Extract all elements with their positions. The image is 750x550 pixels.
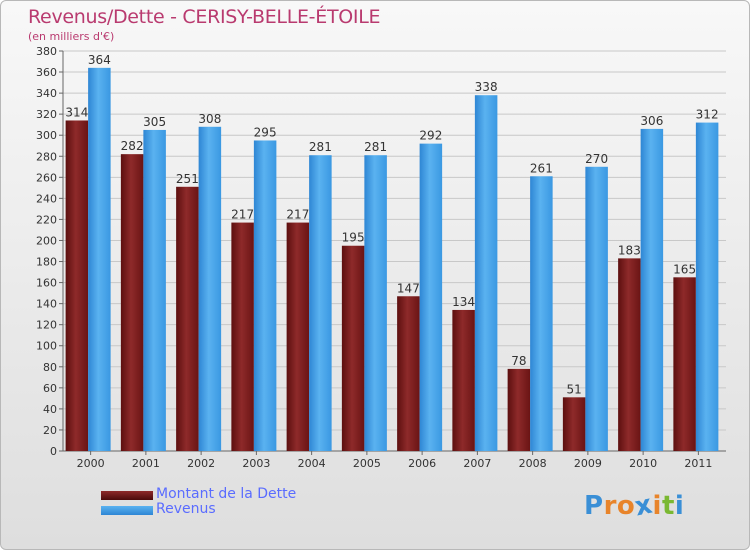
- bar-dette: [507, 368, 531, 451]
- x-tick-label: 2001: [132, 457, 160, 470]
- chart-subtitle: (en milliers d'€): [28, 30, 115, 43]
- data-label-dette: 195: [342, 231, 365, 245]
- y-tick-label: 60: [43, 382, 57, 395]
- x-tick-label: 2011: [684, 457, 712, 470]
- bar-revenus: [530, 176, 553, 451]
- y-tick-label: 160: [36, 277, 57, 290]
- y-tick-label: 240: [36, 192, 57, 205]
- data-label-dette: 51: [566, 382, 581, 396]
- data-label-dette: 217: [286, 208, 309, 222]
- logo-letter: t: [661, 491, 675, 521]
- x-tick-label: 2008: [519, 457, 547, 470]
- y-tick-label: 300: [36, 129, 57, 142]
- y-tick-label: 120: [36, 319, 57, 332]
- data-label-revenus: 364: [88, 53, 111, 67]
- x-tick-label: 2002: [187, 457, 215, 470]
- y-tick-label: 260: [36, 171, 57, 184]
- bar-dette: [618, 258, 641, 451]
- bar-dette: [286, 222, 310, 451]
- bar-revenus: [695, 122, 719, 451]
- data-label-dette: 134: [452, 295, 475, 309]
- logo-letter: P: [584, 491, 604, 521]
- y-tick-label: 280: [36, 150, 57, 163]
- axes: 0 20 40 60 80 100 120 140 160 180 200 220 240 260 280 3…: [36, 45, 726, 470]
- bar-revenus: [364, 155, 387, 452]
- data-label-revenus: 295: [254, 125, 277, 139]
- y-tick-label: 180: [36, 256, 57, 269]
- y-tick-label: 360: [36, 66, 57, 79]
- data-label-dette: 165: [673, 262, 696, 276]
- data-label-revenus: 261: [530, 161, 553, 175]
- y-tick-label: 20: [43, 424, 57, 437]
- y-tick-label: 320: [36, 108, 57, 121]
- bar-revenus: [585, 166, 608, 451]
- y-tick-label: 340: [36, 87, 57, 100]
- data-label-revenus: 292: [419, 129, 442, 143]
- data-label-dette: 183: [618, 243, 641, 257]
- bar-dette: [562, 397, 586, 451]
- bar-dette: [65, 120, 89, 451]
- data-label-revenus: 281: [364, 140, 387, 154]
- x-tick-label: 2007: [463, 457, 491, 470]
- proxiti-logo: Proxiti: [584, 490, 685, 523]
- bar-revenus: [419, 143, 443, 451]
- x-tick-label: 2004: [298, 457, 326, 470]
- y-tick-label: 0: [50, 445, 57, 458]
- bar-revenus: [309, 155, 332, 452]
- bar-dette: [176, 186, 199, 451]
- grid-lines: [63, 50, 726, 431]
- y-tick-label: 80: [43, 361, 57, 374]
- bar-revenus: [88, 67, 111, 451]
- data-label-dette: 282: [121, 139, 144, 153]
- bar-revenus: [474, 95, 498, 452]
- y-tick-label: 100: [36, 340, 57, 353]
- legend-label-dette: Montant de la Dette: [156, 486, 297, 502]
- bar-dette: [120, 154, 144, 451]
- data-label-revenus: 312: [696, 108, 719, 122]
- legend-label-revenus: Revenus: [156, 501, 216, 517]
- logo-letter: r: [603, 491, 617, 521]
- data-labels: 314 364 282 305 251 308 217 295 217 281 195 281 147 2…: [65, 53, 718, 396]
- x-tick-label: 2000: [77, 457, 105, 470]
- bar-dette: [231, 222, 254, 451]
- data-label-revenus: 308: [198, 112, 221, 126]
- bar-revenus: [198, 126, 222, 451]
- data-label-revenus: 281: [309, 140, 332, 154]
- y-tick-label: 380: [36, 45, 57, 58]
- data-label-dette: 217: [231, 208, 254, 222]
- logo-letter: i: [674, 491, 685, 521]
- bar-revenus: [253, 140, 277, 451]
- data-label-revenus: 305: [143, 115, 166, 129]
- x-tick-label: 2003: [242, 457, 270, 470]
- bar-dette: [673, 277, 696, 451]
- legend-swatch-dette: [101, 491, 153, 500]
- x-tick-label: 2006: [408, 457, 436, 470]
- bars: [65, 67, 719, 452]
- data-label-dette: 251: [176, 172, 199, 186]
- y-tick-label: 220: [36, 213, 57, 226]
- chart-title: Revenus/Dette - CERISY-BELLE-ÉTOILE: [28, 6, 381, 28]
- data-label-dette: 78: [511, 354, 526, 368]
- logo-letter: o: [616, 491, 636, 521]
- data-label-revenus: 338: [475, 80, 498, 94]
- bar-revenus: [143, 129, 166, 451]
- data-label-dette: 314: [65, 105, 88, 119]
- bar-revenus: [640, 128, 664, 451]
- data-label-revenus: 306: [640, 114, 663, 128]
- bar-dette: [341, 245, 365, 451]
- y-tick-label: 200: [36, 234, 57, 247]
- data-label-dette: 147: [397, 281, 420, 295]
- logo-letter: i: [652, 491, 662, 521]
- x-tick-label: 2005: [353, 457, 381, 470]
- bar-dette: [452, 309, 475, 451]
- y-tick-label: 140: [36, 298, 57, 311]
- x-tick-label: 2010: [629, 457, 657, 470]
- x-tick-label: 2009: [574, 457, 602, 470]
- data-label-revenus: 270: [585, 152, 608, 166]
- bar-dette: [397, 296, 420, 451]
- y-tick-label: 40: [43, 403, 57, 416]
- legend-swatch-revenus: [101, 506, 153, 515]
